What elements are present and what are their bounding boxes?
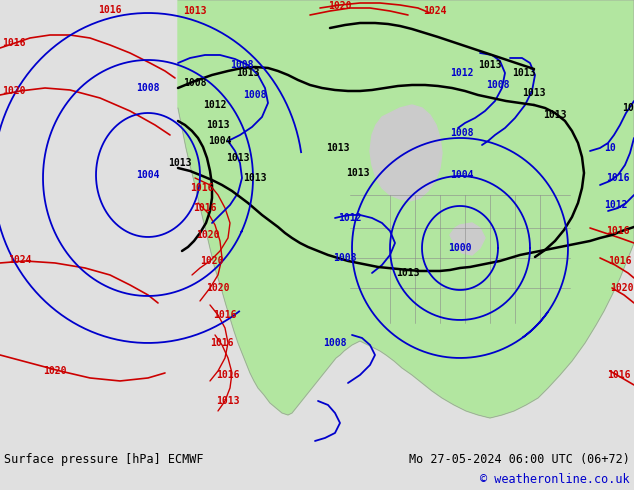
Text: 1016: 1016 bbox=[98, 5, 122, 15]
Polygon shape bbox=[450, 223, 485, 255]
Text: 1016: 1016 bbox=[210, 338, 234, 348]
Text: 1012: 1012 bbox=[204, 100, 227, 110]
Text: 1012: 1012 bbox=[450, 68, 474, 78]
Text: 1004: 1004 bbox=[136, 170, 160, 180]
Text: 1008: 1008 bbox=[183, 78, 207, 88]
Text: 1013: 1013 bbox=[206, 120, 230, 130]
Text: 1016: 1016 bbox=[3, 38, 26, 48]
Text: 1016: 1016 bbox=[193, 203, 217, 213]
Text: 1016: 1016 bbox=[608, 256, 631, 266]
Text: 1013: 1013 bbox=[183, 6, 207, 16]
Text: 10: 10 bbox=[622, 103, 634, 113]
Text: 1013: 1013 bbox=[327, 143, 350, 153]
Text: 1013: 1013 bbox=[346, 168, 370, 178]
Text: 1024: 1024 bbox=[424, 6, 447, 16]
Text: 1008: 1008 bbox=[450, 128, 474, 138]
Text: 1004: 1004 bbox=[450, 170, 474, 180]
Text: 1016: 1016 bbox=[606, 226, 630, 236]
Text: 1008: 1008 bbox=[486, 80, 510, 90]
Text: 1008: 1008 bbox=[136, 83, 160, 93]
Text: 1013: 1013 bbox=[512, 68, 536, 78]
Text: 1012: 1012 bbox=[604, 200, 628, 210]
Text: 10: 10 bbox=[604, 143, 616, 153]
Text: 1013: 1013 bbox=[226, 153, 250, 163]
Polygon shape bbox=[370, 105, 442, 201]
Text: 1013: 1013 bbox=[543, 110, 567, 120]
Text: 1013: 1013 bbox=[396, 268, 420, 278]
Text: 1008: 1008 bbox=[333, 253, 357, 263]
Text: 1020: 1020 bbox=[197, 230, 220, 240]
Text: 1008: 1008 bbox=[323, 338, 347, 348]
Text: 1000: 1000 bbox=[448, 243, 472, 253]
Polygon shape bbox=[178, 0, 634, 418]
Text: 1016: 1016 bbox=[190, 183, 214, 193]
Text: 1013: 1013 bbox=[478, 60, 501, 70]
Text: 1020: 1020 bbox=[43, 366, 67, 376]
Text: 1016: 1016 bbox=[216, 370, 240, 380]
Text: © weatheronline.co.uk: © weatheronline.co.uk bbox=[481, 473, 630, 487]
Text: 1004: 1004 bbox=[208, 136, 232, 146]
Text: 1012: 1012 bbox=[339, 213, 362, 223]
Text: 1016: 1016 bbox=[606, 173, 630, 183]
Text: 1020: 1020 bbox=[611, 283, 634, 293]
Text: Surface pressure [hPa] ECMWF: Surface pressure [hPa] ECMWF bbox=[4, 453, 204, 466]
Text: 1016: 1016 bbox=[213, 310, 236, 320]
Text: 1016: 1016 bbox=[607, 370, 631, 380]
Text: 1024: 1024 bbox=[8, 255, 32, 265]
Text: 1013: 1013 bbox=[243, 173, 267, 183]
Text: 1013: 1013 bbox=[168, 158, 191, 168]
Text: 1020: 1020 bbox=[3, 86, 26, 96]
Text: 1020: 1020 bbox=[200, 256, 224, 266]
Text: 1013: 1013 bbox=[236, 68, 260, 78]
Text: 1008: 1008 bbox=[243, 90, 267, 100]
Text: Mo 27-05-2024 06:00 UTC (06+72): Mo 27-05-2024 06:00 UTC (06+72) bbox=[409, 453, 630, 466]
Text: 1013: 1013 bbox=[216, 396, 240, 406]
Text: 1008: 1008 bbox=[230, 60, 254, 70]
Text: 1020: 1020 bbox=[328, 1, 352, 11]
Text: 1020: 1020 bbox=[206, 283, 230, 293]
Text: 1013: 1013 bbox=[522, 88, 546, 98]
